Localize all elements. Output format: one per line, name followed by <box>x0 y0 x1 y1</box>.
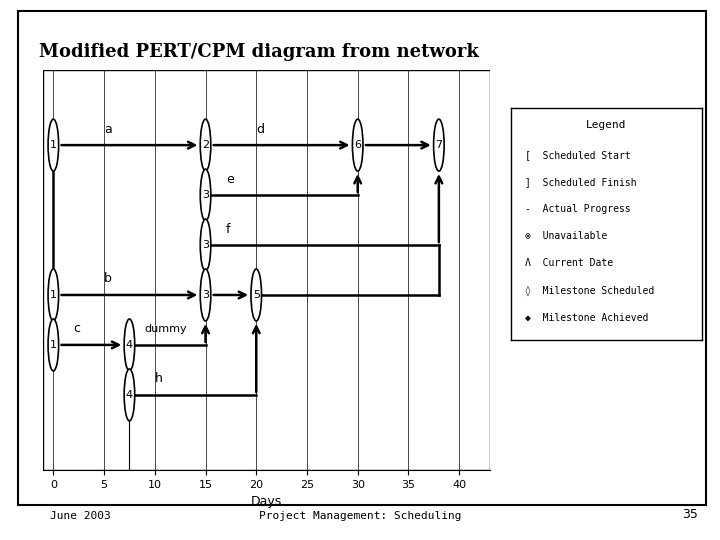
Circle shape <box>48 119 58 171</box>
Text: 5: 5 <box>253 290 260 300</box>
Circle shape <box>124 369 135 421</box>
Text: Modified PERT/CPM diagram from network: Modified PERT/CPM diagram from network <box>40 43 479 61</box>
Text: 4: 4 <box>126 340 133 350</box>
Text: 1: 1 <box>50 340 57 350</box>
Text: 3: 3 <box>202 190 209 200</box>
X-axis label: Days: Days <box>251 495 282 508</box>
Text: 2: 2 <box>202 140 209 150</box>
Text: e: e <box>226 173 233 186</box>
Text: 6: 6 <box>354 140 361 150</box>
Circle shape <box>200 219 211 271</box>
Circle shape <box>48 269 58 321</box>
Circle shape <box>251 269 261 321</box>
Circle shape <box>200 169 211 221</box>
Text: c: c <box>73 322 81 335</box>
Text: -  Actual Progress: - Actual Progress <box>525 204 630 214</box>
Circle shape <box>433 119 444 171</box>
Text: ⊗  Unavailable: ⊗ Unavailable <box>525 231 607 241</box>
Text: f: f <box>226 222 230 235</box>
Text: 35: 35 <box>683 508 698 521</box>
Text: d: d <box>256 123 264 136</box>
Text: ◆  Milestone Achieved: ◆ Milestone Achieved <box>525 313 648 323</box>
Text: Project Management: Scheduling: Project Management: Scheduling <box>258 511 462 521</box>
Text: h: h <box>155 373 163 386</box>
Circle shape <box>124 319 135 371</box>
Text: ]  Scheduled Finish: ] Scheduled Finish <box>525 177 636 187</box>
Circle shape <box>200 119 211 171</box>
Circle shape <box>48 319 58 371</box>
Text: 1: 1 <box>50 290 57 300</box>
Text: b: b <box>104 273 112 286</box>
Circle shape <box>352 119 363 171</box>
Text: June 2003: June 2003 <box>50 511 111 521</box>
Text: 4: 4 <box>126 390 133 400</box>
Text: Legend: Legend <box>586 120 627 130</box>
Text: dummy: dummy <box>145 325 187 334</box>
Text: 1: 1 <box>50 140 57 150</box>
Text: Λ  Current Date: Λ Current Date <box>525 259 613 268</box>
Text: ◊  Milestone Scheduled: ◊ Milestone Scheduled <box>525 286 654 296</box>
Circle shape <box>200 269 211 321</box>
Text: 7: 7 <box>436 140 442 150</box>
Text: [  Scheduled Start: [ Scheduled Start <box>525 150 630 160</box>
Text: a: a <box>104 123 112 136</box>
Text: 3: 3 <box>202 240 209 250</box>
Text: 3: 3 <box>202 290 209 300</box>
